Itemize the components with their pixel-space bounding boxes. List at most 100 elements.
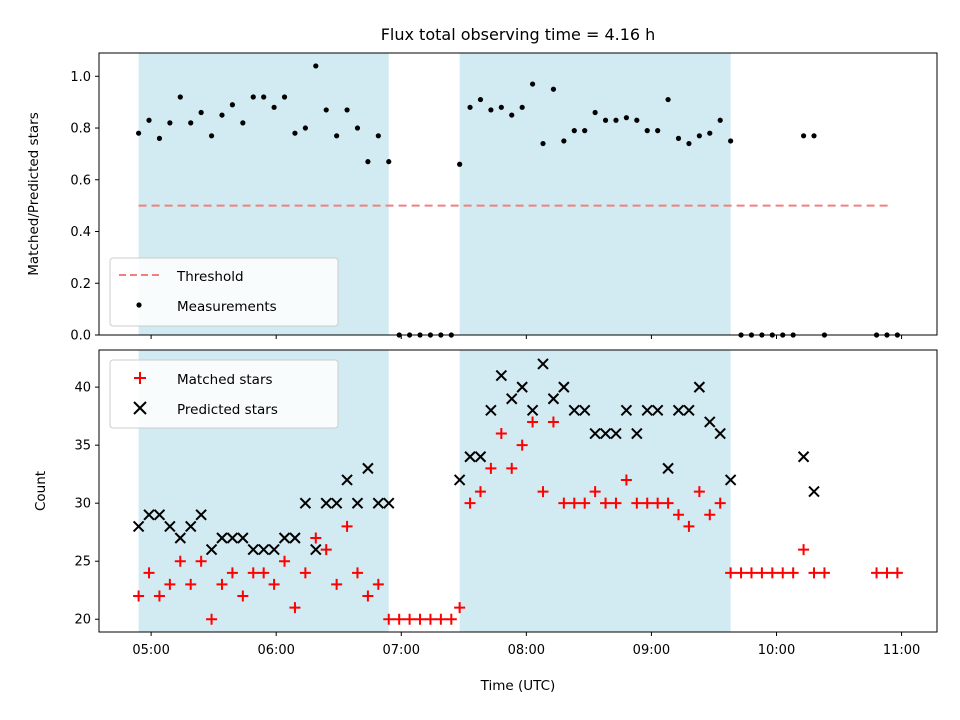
x-tick-label: 06:00 (257, 643, 294, 658)
predicted-star-marker (797, 451, 810, 463)
predicted-star-marker (153, 509, 166, 521)
predicted-star-marker (589, 427, 601, 440)
matched-star-marker (620, 474, 632, 486)
predicted-star-marker (578, 404, 591, 417)
matched-star-marker (237, 590, 249, 602)
top-panel: 0.0 0.2 0.4 0.6 0.8 1.0 Matched/Predicted sta… (26, 52, 938, 344)
legend-measurements-swatch (136, 302, 142, 308)
matched-star-marker (351, 567, 363, 579)
matched-star-marker (787, 567, 799, 579)
measurement-point (136, 130, 142, 136)
measurement-point (240, 120, 246, 126)
measurement-point (540, 140, 546, 147)
predicted-star-marker (205, 543, 218, 556)
matched-star-marker (652, 497, 664, 509)
matched-star-marker (195, 555, 207, 567)
measurement-point (375, 133, 381, 139)
matched-star-marker (818, 567, 830, 579)
y-tick-label: 0.2 (70, 277, 91, 292)
matched-star-marker (258, 567, 270, 579)
x-tick-label: 11:00 (883, 643, 920, 658)
predicted-star-marker (299, 497, 312, 509)
predicted-star-marker (268, 543, 280, 556)
predicted-star-marker (278, 532, 291, 544)
predicted-star-marker (651, 404, 664, 417)
y-tick-label: 0.6 (70, 173, 91, 188)
measurement-point (365, 159, 371, 165)
measurement-point (261, 94, 267, 100)
chart-title: Flux total observing time = 4.16 h (381, 25, 656, 44)
matched-star-marker (424, 613, 436, 625)
x-tick-label: 09:00 (633, 643, 670, 658)
matched-star-marker (662, 497, 674, 509)
measurement-point (344, 107, 350, 113)
predicted-star-marker (464, 451, 476, 463)
matched-star-marker (404, 613, 416, 625)
predicted-star-marker (547, 393, 560, 405)
matched-star-marker (568, 497, 580, 509)
top-y-axis-label: Matched/Predicted stars (26, 112, 42, 275)
legend-measurements-label: Measurements (177, 299, 277, 315)
measurement-point (457, 161, 463, 167)
measurement-point (696, 133, 702, 139)
matched-star-marker (589, 486, 601, 498)
measurement-point (509, 112, 515, 118)
matched-star-marker (226, 567, 238, 579)
predicted-star-marker (195, 509, 207, 521)
matched-star-marker (206, 613, 218, 625)
predicted-star-marker (610, 427, 622, 440)
matched-star-marker (393, 613, 405, 625)
measurement-point (811, 133, 817, 139)
measurement-point (467, 104, 473, 110)
measurement-point (686, 140, 692, 147)
legend-predicted-label: Predicted stars (177, 402, 278, 418)
measurement-point (644, 128, 650, 134)
matched-star-marker (435, 613, 447, 625)
predicted-star-marker (247, 543, 259, 556)
measurement-point (529, 81, 536, 87)
measurement-point (167, 120, 173, 126)
matched-star-marker (871, 567, 883, 579)
legend-matched-swatch (134, 372, 146, 384)
matched-star-marker (153, 590, 165, 602)
matched-star-marker (683, 520, 695, 532)
predicted-star-marker (516, 381, 528, 393)
predicted-star-marker (704, 416, 716, 428)
measurement-point (717, 117, 723, 123)
matched-star-marker (331, 578, 343, 590)
matched-star-marker (268, 578, 280, 590)
top-legend-box (109, 257, 339, 327)
matched-star-marker (164, 578, 176, 590)
x-axis-label: Time (UTC) (480, 678, 556, 694)
legend-threshold-label: Threshold (176, 269, 244, 285)
predicted-star-marker (631, 427, 643, 440)
matched-star-marker (454, 602, 466, 614)
measurement-point (219, 112, 225, 118)
measurement-point (323, 107, 329, 113)
predicted-star-marker (320, 497, 332, 509)
matched-star-marker (725, 567, 737, 579)
y-tick-label: 0.4 (70, 225, 91, 240)
matched-star-marker (527, 416, 539, 428)
predicted-star-marker (599, 427, 612, 440)
measurement-point (675, 135, 682, 141)
predicted-star-marker (568, 404, 580, 417)
measurement-point (281, 94, 288, 100)
y-tick-label: 25 (74, 555, 91, 570)
top-legend: Threshold Measurements (109, 257, 339, 327)
measurement-point (188, 120, 194, 126)
predicted-star-marker (683, 404, 695, 417)
measurement-point (313, 63, 319, 69)
y-tick-label: 1.0 (70, 70, 91, 85)
shaded-interval-1 (459, 53, 731, 335)
predicted-star-marker (341, 474, 353, 486)
measurement-point (156, 135, 163, 141)
y-tick-label: 35 (74, 439, 91, 454)
predicted-star-marker (185, 520, 197, 533)
y-tick-label: 0.8 (70, 122, 91, 137)
top-axes-frame (98, 52, 938, 336)
predicted-star-marker (485, 404, 497, 417)
matched-star-marker (310, 532, 322, 544)
matched-star-marker (881, 567, 893, 579)
measurement-point (271, 104, 277, 110)
